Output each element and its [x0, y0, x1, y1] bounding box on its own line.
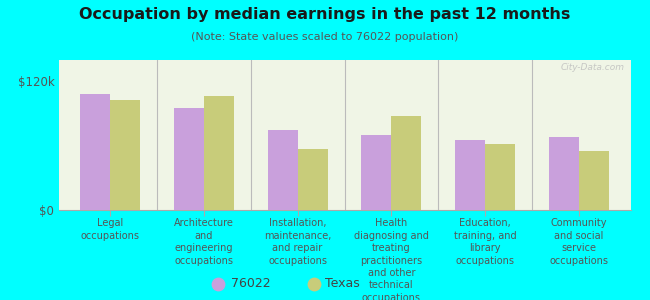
Text: Texas: Texas [325, 277, 359, 290]
Point [213, 281, 223, 286]
Bar [485, 144, 515, 210]
Bar [204, 96, 234, 210]
Text: City-Data.com: City-Data.com [561, 63, 625, 72]
Text: Occupation by median earnings in the past 12 months: Occupation by median earnings in the pas… [79, 8, 571, 22]
Bar [549, 137, 579, 210]
Bar [110, 100, 140, 210]
Text: 76022: 76022 [231, 277, 270, 290]
Bar [579, 151, 609, 210]
Bar [80, 94, 110, 210]
Text: (Note: State values scaled to 76022 population): (Note: State values scaled to 76022 popu… [191, 32, 459, 41]
Bar [361, 135, 391, 210]
Bar [298, 149, 328, 210]
Bar [391, 116, 421, 210]
Bar [455, 140, 485, 210]
Bar [174, 108, 204, 210]
Point [309, 281, 319, 286]
Bar [268, 130, 298, 210]
